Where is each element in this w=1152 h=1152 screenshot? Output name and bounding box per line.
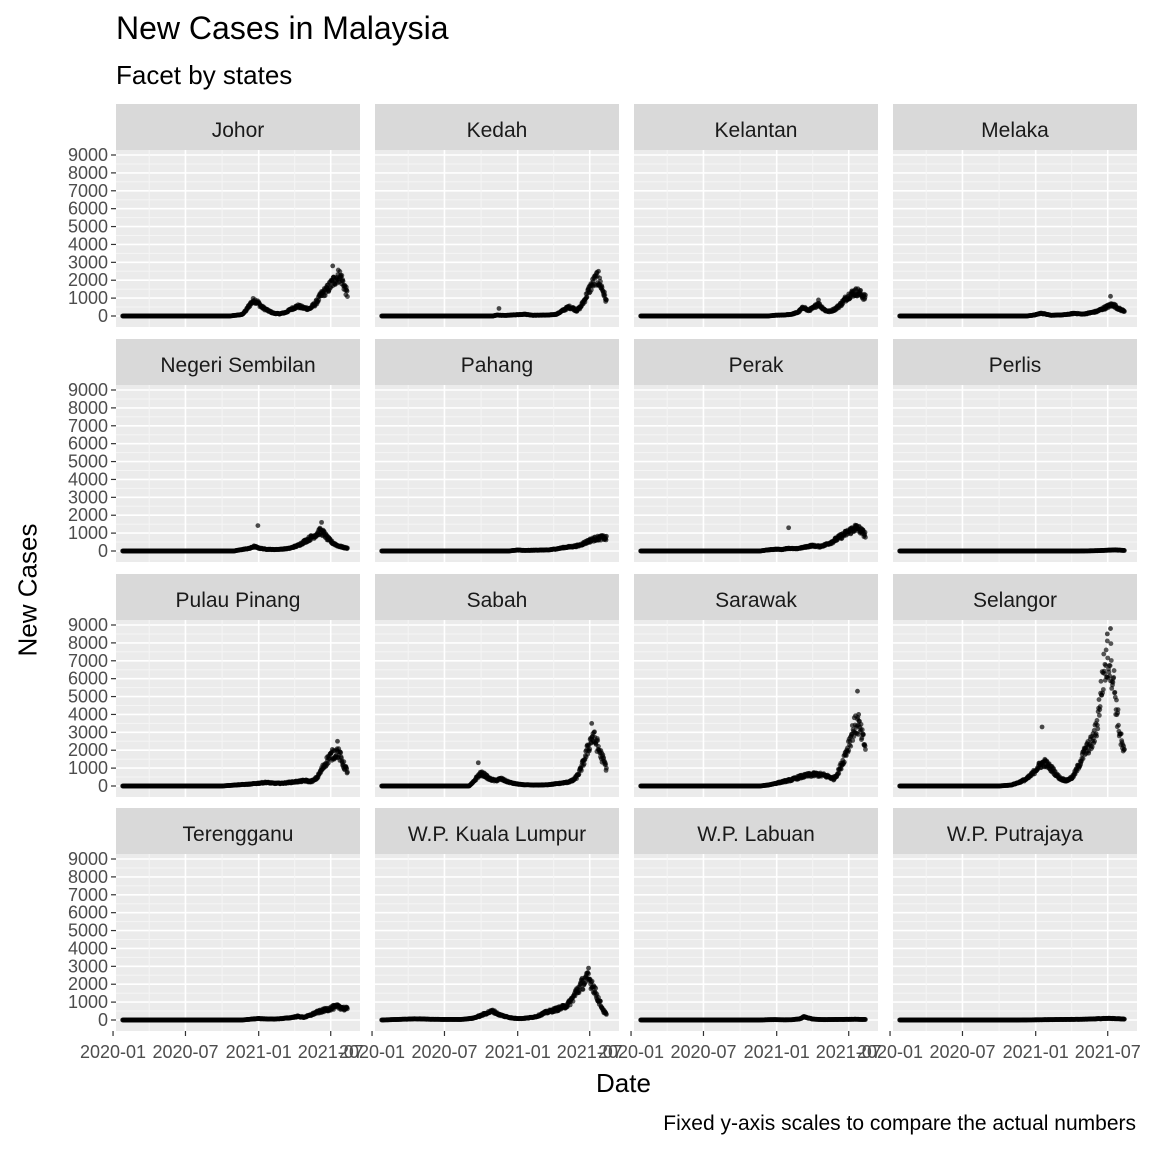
facet-strip-label: Perak (729, 354, 784, 377)
y-tick-label: 5000 (68, 452, 108, 472)
y-tick-label: 4000 (68, 469, 108, 489)
data-point (345, 294, 350, 299)
y-tick-label: 8000 (68, 398, 108, 418)
data-point (255, 523, 261, 528)
facet-strip-label: Negeri Sembilan (160, 354, 315, 377)
y-tick-label: 3000 (68, 487, 108, 507)
y-tick-label: 2000 (68, 505, 108, 525)
data-point (596, 268, 601, 274)
data-point (863, 292, 868, 298)
facet-strip-label: Kelantan (715, 119, 798, 142)
facet-strip-label: Pahang (461, 354, 533, 377)
facet-panel (893, 385, 1137, 562)
data-point (598, 278, 603, 284)
facet-panel (375, 385, 619, 562)
facet-panel (116, 150, 360, 327)
data-point (337, 269, 343, 274)
y-tick-label: 0 (98, 306, 108, 326)
y-tick-label: 2000 (68, 270, 108, 290)
data-point (345, 545, 350, 551)
facet-strip-label: Melaka (981, 119, 1049, 142)
data-point (786, 525, 792, 531)
data-point (339, 272, 345, 278)
data-point (1108, 293, 1113, 299)
y-tick-label: 1000 (68, 523, 108, 543)
facet-strip (116, 104, 360, 150)
data-point (863, 534, 868, 540)
data-point (604, 297, 609, 303)
facet-strip-label: Kedah (467, 119, 528, 142)
y-tick-label: 7000 (68, 181, 108, 201)
y-tick-label: 4000 (68, 234, 108, 254)
data-point (344, 288, 350, 294)
facet-strip-label: Perlis (989, 354, 1042, 377)
data-point (319, 519, 324, 525)
data-point (1122, 309, 1127, 314)
y-tick-label: 7000 (68, 416, 108, 436)
facet-strip (634, 104, 878, 150)
data-point (316, 297, 322, 303)
y-tick-label: 3000 (68, 252, 108, 272)
y-tick-label: 6000 (68, 199, 108, 219)
data-point (330, 263, 336, 269)
data-point (496, 306, 502, 311)
y-tick-label: 5000 (68, 217, 108, 237)
facet-strip-label: Pulau Pinang (176, 589, 301, 612)
data-point (602, 292, 608, 298)
chart-title: New Cases in Malaysia (116, 10, 449, 46)
y-tick-label: 9000 (68, 380, 108, 400)
y-tick-label: 8000 (68, 163, 108, 183)
y-tick-label: 6000 (68, 434, 108, 454)
y-tick-label: 0 (98, 541, 108, 561)
data-point (1122, 548, 1127, 553)
data-point (862, 529, 868, 535)
data-point (584, 294, 590, 300)
data-point (816, 297, 821, 303)
facet-strip-label: Johor (212, 119, 265, 142)
facet-panel (893, 150, 1137, 327)
chart-subtitle: Facet by states (116, 60, 293, 90)
data-point (604, 533, 609, 539)
facet-strip (375, 104, 619, 150)
y-tick-label: 1000 (68, 288, 108, 308)
y-tick-label: 9000 (68, 145, 108, 165)
data-point (340, 278, 346, 284)
data-point (588, 287, 594, 293)
